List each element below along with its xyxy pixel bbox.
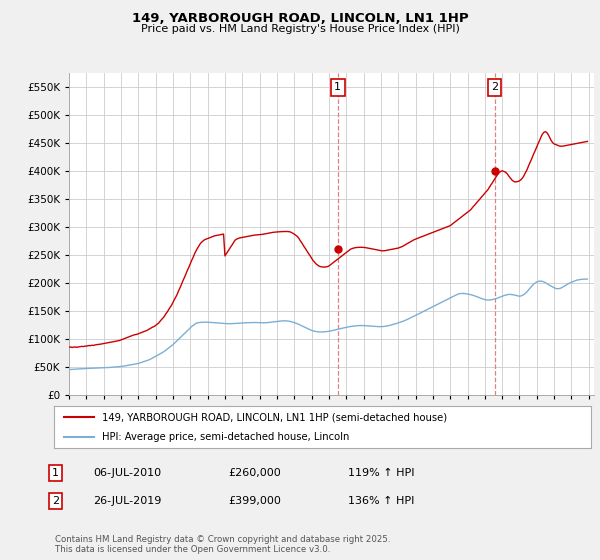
Text: 149, YARBOROUGH ROAD, LINCOLN, LN1 1HP (semi-detached house): 149, YARBOROUGH ROAD, LINCOLN, LN1 1HP (… xyxy=(103,412,448,422)
Text: Contains HM Land Registry data © Crown copyright and database right 2025.
This d: Contains HM Land Registry data © Crown c… xyxy=(55,535,391,554)
Text: £399,000: £399,000 xyxy=(228,496,281,506)
Text: 149, YARBOROUGH ROAD, LINCOLN, LN1 1HP: 149, YARBOROUGH ROAD, LINCOLN, LN1 1HP xyxy=(131,12,469,25)
Text: Price paid vs. HM Land Registry's House Price Index (HPI): Price paid vs. HM Land Registry's House … xyxy=(140,24,460,34)
Text: 06-JUL-2010: 06-JUL-2010 xyxy=(93,468,161,478)
Text: 2: 2 xyxy=(491,82,498,92)
Text: 1: 1 xyxy=(334,82,341,92)
Text: 136% ↑ HPI: 136% ↑ HPI xyxy=(348,496,415,506)
Text: 1: 1 xyxy=(52,468,59,478)
Text: 26-JUL-2019: 26-JUL-2019 xyxy=(93,496,161,506)
Text: £260,000: £260,000 xyxy=(228,468,281,478)
Text: HPI: Average price, semi-detached house, Lincoln: HPI: Average price, semi-detached house,… xyxy=(103,432,350,442)
Text: 119% ↑ HPI: 119% ↑ HPI xyxy=(348,468,415,478)
Text: 2: 2 xyxy=(52,496,59,506)
